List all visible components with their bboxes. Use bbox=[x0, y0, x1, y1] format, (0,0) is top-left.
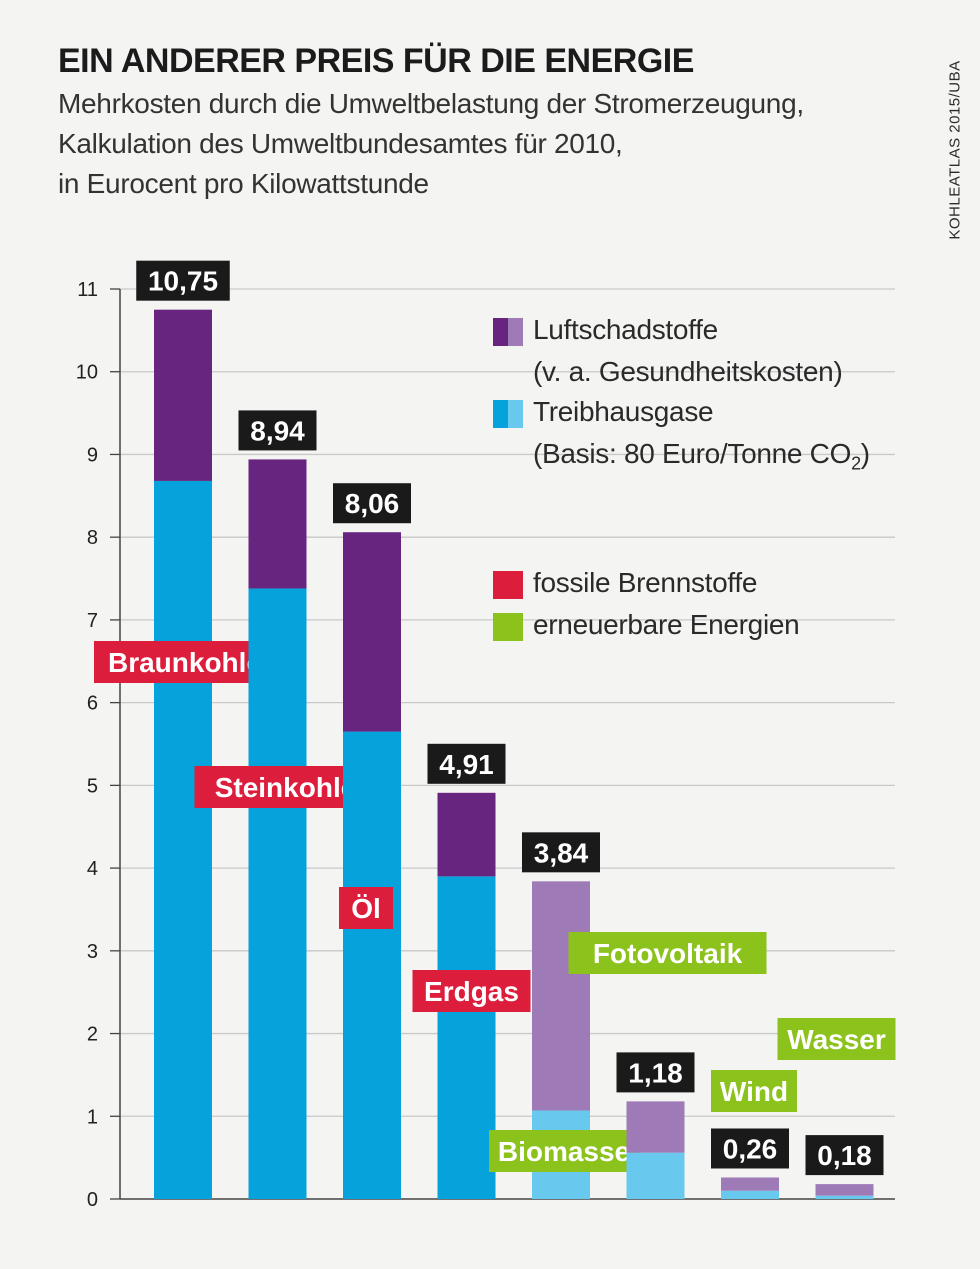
category-label: Braunkohle bbox=[108, 647, 262, 678]
legend-swatch-fossil bbox=[493, 571, 523, 599]
y-tick-label: 4 bbox=[87, 858, 98, 880]
legend-label-luftschadstoffe: Luftschadstoffe bbox=[533, 314, 718, 345]
legend-label-treibhausgase: Treibhausgase bbox=[533, 396, 714, 427]
y-tick-label: 6 bbox=[87, 693, 98, 715]
category-label: Wasser bbox=[787, 1024, 886, 1055]
total-label-box bbox=[711, 1128, 789, 1169]
bar-luftschadstoffe bbox=[248, 459, 307, 589]
category-label-box bbox=[711, 1070, 797, 1112]
bar-treibhausgase bbox=[437, 876, 496, 1199]
y-tick-label: 3 bbox=[87, 941, 98, 963]
total-label-box bbox=[805, 1135, 884, 1176]
y-tick-label: 9 bbox=[87, 444, 98, 466]
total-value-label: 3,84 bbox=[534, 837, 589, 868]
bar-luftschadstoffe bbox=[626, 1101, 685, 1153]
total-label-box bbox=[238, 410, 317, 451]
chart-title: EIN ANDERER PREIS FÜR DIE ENERGIE bbox=[58, 42, 694, 80]
total-value-label: 8,94 bbox=[250, 415, 305, 446]
legend-label-fossil: fossile Brennstoffe bbox=[533, 567, 758, 598]
y-tick-label: 0 bbox=[87, 1189, 98, 1211]
subtitle-line-1: Mehrkosten durch die Umweltbelastung der… bbox=[58, 88, 804, 119]
total-value-label: 1,18 bbox=[628, 1057, 683, 1088]
total-label-box bbox=[522, 832, 600, 873]
bar-luftschadstoffe bbox=[532, 881, 590, 1111]
total-value-label: 4,91 bbox=[439, 749, 494, 780]
category-label-box bbox=[339, 887, 393, 929]
category-label-box bbox=[777, 1018, 896, 1060]
legend-swatch-luftschadstoffe bbox=[493, 318, 523, 346]
y-tick-label: 11 bbox=[77, 279, 98, 301]
total-label-box bbox=[333, 483, 411, 524]
y-tick-label: 1 bbox=[87, 1106, 98, 1128]
y-tick-label: 7 bbox=[87, 610, 98, 632]
bar-treibhausgase bbox=[343, 731, 401, 1199]
category-label: Öl bbox=[351, 893, 381, 924]
legend-label-renewable: erneuerbare Energien bbox=[533, 609, 800, 640]
category-label-box bbox=[412, 970, 531, 1012]
bar-treibhausgase bbox=[154, 480, 212, 1200]
bar-luftschadstoffe bbox=[343, 532, 401, 732]
bar-luftschadstoffe bbox=[815, 1184, 874, 1196]
bar-luftschadstoffe bbox=[154, 309, 212, 481]
bar-luftschadstoffe bbox=[437, 792, 496, 877]
bar-treibhausgase bbox=[815, 1195, 874, 1199]
category-label: Fotovoltaik bbox=[593, 938, 743, 969]
y-tick-label: 5 bbox=[87, 775, 98, 797]
category-label-box bbox=[94, 641, 276, 683]
legend-swatch-renewable bbox=[493, 613, 523, 641]
total-label-box bbox=[136, 260, 230, 301]
total-value-label: 0,26 bbox=[723, 1133, 778, 1164]
total-value-label: 0,18 bbox=[817, 1140, 872, 1171]
category-label-box bbox=[568, 932, 767, 974]
category-label: Erdgas bbox=[424, 976, 519, 1007]
category-label-box bbox=[489, 1130, 639, 1172]
legend-note-treibhausgase: (Basis: 80 Euro/Tonne CO2) bbox=[533, 438, 870, 474]
legend-swatch-treibhausgase bbox=[493, 400, 523, 428]
subtitle-line-2: Kalkulation des Umweltbundesamtes für 20… bbox=[58, 128, 623, 159]
legend-note-luftschadstoffe: (v. a. Gesundheitskosten) bbox=[533, 356, 843, 387]
y-tick-label: 2 bbox=[87, 1024, 98, 1046]
bar-treibhausgase bbox=[248, 588, 307, 1199]
total-value-label: 10,75 bbox=[148, 266, 218, 297]
bar-luftschadstoffe bbox=[721, 1177, 779, 1191]
bar-treibhausgase bbox=[626, 1152, 685, 1199]
y-tick-label: 8 bbox=[87, 527, 98, 549]
category-label: Biomasse bbox=[498, 1136, 630, 1167]
total-label-box bbox=[427, 743, 506, 784]
category-label: Steinkohle bbox=[215, 772, 357, 803]
category-label: Wind bbox=[720, 1076, 788, 1107]
total-label-box bbox=[616, 1052, 695, 1093]
y-tick-label: 10 bbox=[76, 362, 98, 384]
subtitle-line-3: in Eurocent pro Kilowattstunde bbox=[58, 168, 429, 199]
total-value-label: 8,06 bbox=[345, 488, 400, 519]
bar-treibhausgase bbox=[721, 1190, 779, 1199]
